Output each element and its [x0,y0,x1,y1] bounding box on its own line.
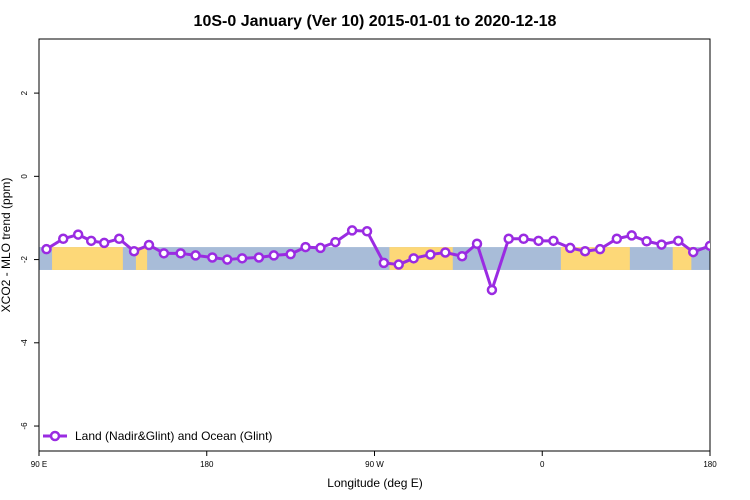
data-point [440,247,451,258]
data-point [41,243,52,255]
land-segment [52,247,123,270]
data-point [503,233,514,245]
data-point [548,235,559,247]
data-point [158,248,170,259]
data-point [564,242,576,254]
data-point [268,250,280,261]
land-segment [135,247,148,270]
chart-title: 10S-0 January (Ver 10) 2015-01-01 to 202… [194,13,557,30]
data-point [236,253,248,264]
ocean-band [39,247,710,270]
data-point [72,229,84,240]
data-point [128,245,140,257]
data-point [641,236,652,247]
data-point [361,226,373,237]
data-point [611,233,623,245]
data-point [285,248,296,260]
y-tick-label: -4 [20,339,29,347]
data-point [315,242,326,254]
x-tick-label: 0 [540,460,545,469]
data-point [190,250,201,261]
data-point [579,245,591,257]
data-point [253,252,265,263]
legend-label: Land (Nadir&Glint) and Ocean (Glint) [75,429,272,443]
data-point [113,233,125,245]
data-point [626,230,637,241]
data-point [518,233,529,245]
x-tick-label: 90 W [365,460,384,469]
data-point [471,238,483,250]
data-point [425,249,436,260]
data-point [594,243,606,255]
x-tick-label: 90 E [31,460,47,469]
data-point [143,239,155,251]
y-tick-label: -2 [20,255,29,263]
series-layer [41,225,710,296]
x-tick-label: 180 [200,460,214,469]
data-point [533,235,544,247]
data-point [673,235,684,247]
data-point [656,239,667,250]
land-segment [560,247,630,270]
data-point [300,241,311,253]
data-point [704,240,710,252]
y-tick-label: 0 [20,174,29,179]
data-point [408,253,419,264]
y-tick-label: 2 [20,90,29,95]
legend-marker [49,430,61,442]
data-point [175,248,186,259]
data-point [85,235,97,247]
data-point [393,259,404,270]
y-tick-label: -6 [20,422,29,430]
data-point [222,254,233,265]
x-axis-label: Longitude (deg E) [327,476,422,490]
axes: 90 E 180 90 W 0 180 2 0 -2 -4 -6 [20,90,717,469]
data-point [486,284,498,296]
data-point [687,246,699,258]
data-point [346,225,358,236]
land-segment [672,247,692,270]
data-point [98,237,110,249]
y-axis-label: XCO2 - MLO trend (ppm) [0,178,13,313]
x-tick-label: 180 [703,460,717,469]
data-point [57,233,69,245]
data-point [207,252,218,263]
data-point [378,257,390,269]
data-point [456,250,468,262]
legend: Land (Nadir&Glint) and Ocean (Glint) [43,429,272,443]
data-point [330,236,341,248]
